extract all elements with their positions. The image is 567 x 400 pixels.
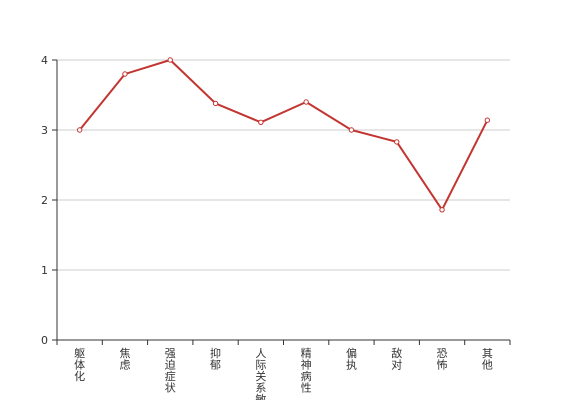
series-layer: [76, 57, 491, 213]
data-point: [212, 100, 219, 107]
y-axis: 0 1 2 3 4: [41, 54, 58, 347]
x-tick-label: 敌对: [391, 346, 402, 372]
y-tick-label: 3: [41, 124, 48, 137]
data-point: [394, 139, 400, 145]
data-point: [122, 71, 128, 77]
data-point: [348, 127, 355, 133]
x-tick-label: 偏执: [346, 346, 357, 372]
y-tick-label: 2: [41, 194, 48, 207]
x-tick-label: 精神病性: [301, 347, 312, 395]
data-point: [484, 117, 491, 123]
x-tick-label: 抑郁: [210, 346, 221, 372]
data-point: [258, 119, 264, 126]
x-tick-label: 恐怖: [437, 347, 448, 372]
series-line: [78, 59, 489, 211]
y-tick-label: 1: [41, 264, 48, 277]
data-point: [76, 127, 83, 133]
data-point: [439, 207, 445, 213]
data-point: [167, 57, 173, 63]
x-tick-label: 人际关系敏感: [255, 347, 266, 400]
y-tick-label: 4: [41, 54, 48, 67]
x-tick-label: 强迫症状: [165, 347, 176, 395]
x-tick-label: 焦虑: [119, 347, 130, 372]
x-tick-label: 躯体化: [74, 347, 85, 383]
y-tick-label: 0: [41, 334, 48, 347]
x-axis: 躯体化 焦虑 强迫症状 抑郁 人际关系敏感 精神病性 偏执 敌对 恐怖 其他: [56, 339, 511, 400]
grid-lines: [57, 59, 510, 271]
data-point: [303, 99, 309, 105]
x-tick-label: 其他: [482, 347, 493, 372]
